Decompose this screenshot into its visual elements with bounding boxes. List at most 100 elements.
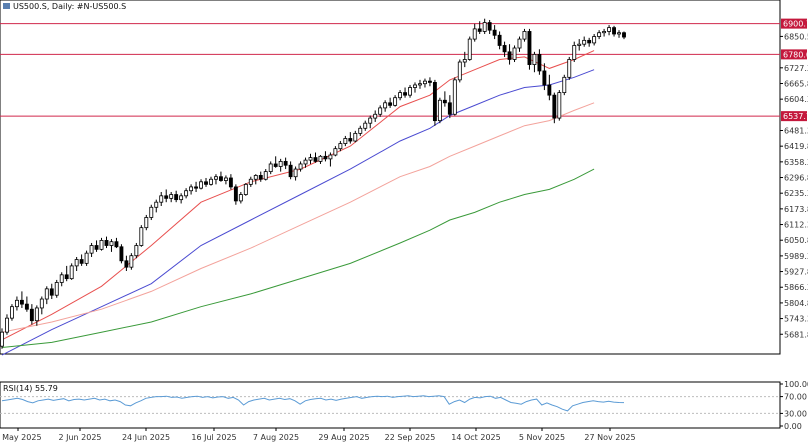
candle-body [303, 159, 308, 165]
time-tick-label: 2 Jun 2025 [58, 433, 101, 442]
candle-body [159, 195, 164, 203]
time-tick-label: 22 Sep 2025 [385, 433, 436, 442]
time-tick-label: 27 Nov 2025 [584, 433, 635, 442]
candle [517, 36, 522, 52]
candle [437, 97, 442, 124]
candle [0, 328, 4, 349]
candle [84, 250, 89, 266]
candle-body [363, 122, 368, 129]
candle [253, 174, 258, 185]
candle-body [537, 53, 542, 72]
main-chart-area: 6850.5 6727.3 6665.8 6604.3 6481.3 6419.8 6358… [0, 0, 808, 356]
candle-body [278, 161, 283, 167]
candle [597, 30, 602, 40]
candle-body [552, 94, 557, 119]
candle [164, 189, 169, 203]
candle [114, 237, 119, 249]
time-tick-label: 16 Jul 2025 [191, 433, 236, 442]
symbol-title: US500.S, Daily: #N-US500.S [13, 2, 126, 11]
candle [283, 157, 288, 170]
candle-body [29, 308, 34, 322]
candle-body [323, 155, 328, 160]
candle [393, 95, 398, 107]
candle-body [452, 79, 457, 115]
candle-body [164, 195, 169, 199]
time-tick-label: 29 Aug 2025 [318, 433, 369, 442]
candle-body [308, 157, 313, 161]
candle-body [89, 245, 94, 254]
candle [34, 305, 39, 326]
candle-body [512, 47, 517, 60]
price-tick-label: 5989.3 [784, 252, 808, 261]
candle [263, 169, 268, 181]
candle-body [562, 76, 567, 94]
candle-body [64, 274, 69, 280]
candle-body [388, 102, 393, 106]
candle [607, 25, 612, 36]
candle-body [482, 22, 487, 32]
time-tick-label: 24 Jun 2025 [122, 433, 170, 442]
time-tick-label: 5 Nov 2025 [519, 433, 565, 442]
candle [223, 175, 228, 185]
level-tag-label-2: 6537.7 [783, 112, 808, 121]
candle [194, 181, 199, 192]
candle-body [238, 194, 243, 202]
candle-body [437, 99, 442, 122]
candle [587, 37, 592, 47]
candle [378, 105, 383, 117]
candle [24, 296, 29, 312]
price-tick-label: 5743.3 [784, 315, 808, 324]
candle [228, 174, 233, 190]
candle [403, 87, 407, 98]
candle-body [432, 82, 437, 122]
candle [592, 33, 597, 46]
candle [542, 63, 547, 91]
candle-body [413, 84, 417, 88]
level-tags: 6900.7 6780.0 6537.7 [781, 18, 808, 122]
price-tick-label: 6235.3 [784, 189, 808, 198]
candle-body [144, 217, 149, 229]
candle-body [368, 117, 373, 124]
candle-body [333, 148, 338, 156]
level-tag-2 [781, 111, 807, 122]
candle [248, 176, 253, 187]
candle [129, 253, 134, 270]
candle [29, 304, 34, 325]
candle-body [353, 132, 358, 142]
candle [238, 191, 243, 204]
time-tick-label: 9 May 2025 [0, 433, 42, 442]
candle-body [189, 186, 194, 192]
candle [582, 36, 587, 47]
candle [64, 265, 69, 282]
candle [487, 19, 492, 34]
time-axis: 9 May 2025 2 Jun 2025 24 Jun 2025 16 Jul 20… [0, 428, 636, 442]
time-tick-label: 14 Oct 2025 [451, 433, 500, 442]
candle [19, 291, 24, 308]
price-tick-label: 6112.3 [784, 221, 808, 230]
price-axis: 6850.5 6727.3 6665.8 6604.3 6481.3 6419.8 6358… [780, 32, 808, 339]
horizontal-levels[interactable] [0, 23, 780, 117]
candle-body [423, 80, 427, 85]
candle-body [378, 107, 383, 115]
candle-body [288, 164, 293, 178]
candle-body [114, 241, 119, 248]
candle-body [174, 194, 179, 201]
candle-body [34, 307, 39, 322]
candle [298, 161, 303, 172]
candle [388, 97, 393, 108]
price-tick-label: 6604.3 [784, 95, 808, 104]
candle [10, 304, 14, 321]
candle [522, 28, 527, 42]
candle-body [408, 87, 412, 96]
candle-body [253, 175, 258, 180]
candle [497, 31, 502, 50]
candle-body [457, 61, 462, 81]
candle [363, 120, 368, 131]
candle-body [542, 70, 547, 86]
candle [452, 77, 457, 116]
candle-body [487, 22, 492, 31]
candle-body [293, 168, 298, 178]
ma-mid-line [1, 69, 595, 356]
rsi-panel-frame [0, 381, 781, 429]
